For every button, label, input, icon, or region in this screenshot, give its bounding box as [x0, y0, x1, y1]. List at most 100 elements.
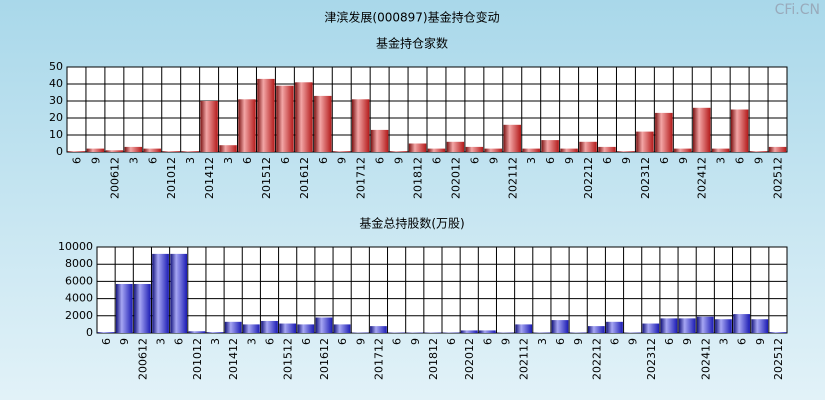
x-tick-label: 6 — [279, 157, 292, 164]
bar — [351, 99, 370, 152]
bar — [696, 316, 714, 333]
bar — [515, 324, 533, 333]
bar — [224, 321, 242, 333]
x-tick-label: 6 — [241, 157, 254, 164]
x-tick-label: 6 — [601, 157, 614, 164]
x-tick-label: 9 — [627, 338, 640, 345]
x-tick-label: 9 — [336, 157, 349, 164]
x-tick-label: 6 — [554, 338, 567, 345]
y-tick-label: 0 — [86, 326, 93, 339]
y-tick-label: 10 — [49, 128, 63, 141]
x-tick-label: 9 — [500, 338, 513, 345]
x-tick-label: 202412 — [699, 338, 712, 380]
watermark: CFi.CN — [775, 2, 820, 18]
y-tick-label: 4000 — [65, 292, 93, 305]
x-tick-label: 3 — [525, 157, 538, 164]
bar — [484, 148, 503, 152]
x-tick-label: 202012 — [463, 338, 476, 380]
bar — [579, 141, 597, 152]
x-tick-label: 9 — [354, 338, 367, 345]
x-tick-label: 6 — [70, 157, 83, 164]
x-tick-label: 6 — [609, 338, 622, 345]
x-tick-label: 6 — [663, 338, 676, 345]
bar — [751, 319, 769, 333]
x-tick-label: 9 — [681, 338, 694, 345]
bar — [152, 253, 169, 333]
bar — [693, 107, 711, 152]
x-tick-label: 6 — [336, 338, 349, 345]
x-tick-label: 9 — [409, 338, 422, 345]
bar — [200, 101, 218, 152]
bar — [655, 112, 673, 152]
bar — [674, 148, 692, 152]
bar — [446, 141, 465, 152]
bar — [86, 148, 105, 152]
x-tick-label: 201012 — [191, 338, 204, 380]
y-tick-label: 10000 — [58, 240, 93, 253]
x-tick-label: 202212 — [590, 338, 603, 380]
x-tick-label: 200612 — [108, 157, 121, 199]
bar — [170, 253, 188, 333]
x-tick-label: 6 — [544, 157, 557, 164]
x-tick-label: 3 — [536, 338, 549, 345]
x-tick-label: 6 — [391, 338, 404, 345]
x-tick-label: 6 — [468, 157, 481, 164]
bar — [460, 330, 478, 333]
chart-title: 基金持仓家数 — [376, 36, 448, 51]
y-tick-label: 40 — [49, 77, 63, 90]
bar — [333, 151, 351, 152]
bar — [711, 148, 730, 152]
bar — [427, 148, 446, 152]
x-tick-label: 202212 — [582, 157, 595, 199]
bar — [503, 124, 521, 152]
x-tick-label: 201512 — [282, 338, 295, 380]
bar — [333, 324, 351, 333]
y-tick-label: 8000 — [65, 257, 93, 270]
bar — [560, 148, 578, 152]
bar — [389, 151, 408, 152]
x-tick-label: 202312 — [645, 338, 658, 380]
bar — [465, 146, 484, 152]
bar — [733, 314, 750, 333]
bar — [279, 323, 297, 333]
x-tick-label: 201412 — [203, 157, 216, 199]
bar — [219, 145, 237, 152]
x-tick-label: 6 — [264, 338, 277, 345]
x-tick-label: 3 — [245, 338, 258, 345]
x-tick-label: 6 — [173, 338, 186, 345]
y-tick-label: 0 — [56, 145, 63, 158]
x-tick-label: 6 — [100, 338, 113, 345]
bar — [479, 330, 496, 333]
x-tick-label: 6 — [146, 157, 159, 164]
bar — [587, 326, 605, 333]
bar — [115, 283, 133, 333]
bar — [522, 148, 540, 152]
x-tick-label: 6 — [300, 338, 313, 345]
x-tick-label: 9 — [89, 157, 102, 164]
chart-title: 基金总持股数(万股) — [359, 216, 464, 231]
x-tick-label: 201612 — [318, 338, 331, 380]
x-tick-label: 201712 — [372, 338, 385, 380]
bar — [541, 140, 559, 152]
bar — [314, 95, 332, 152]
bar — [297, 324, 315, 333]
x-tick-label: 3 — [715, 157, 728, 164]
x-tick-label: 6 — [317, 157, 330, 164]
bar — [749, 151, 768, 152]
x-tick-label: 9 — [118, 338, 131, 345]
bar — [257, 78, 275, 152]
bar — [408, 143, 427, 152]
bar — [67, 151, 86, 152]
x-tick-label: 9 — [753, 157, 766, 164]
bar — [768, 146, 787, 152]
bar — [642, 323, 660, 333]
bar — [606, 321, 623, 333]
x-tick-label: 202512 — [772, 338, 785, 380]
x-tick-label: 6 — [658, 157, 671, 164]
x-tick-label: 6 — [481, 338, 494, 345]
x-tick-label: 201612 — [298, 157, 311, 199]
bar — [551, 320, 569, 333]
bar — [143, 148, 161, 152]
bar — [134, 283, 151, 333]
